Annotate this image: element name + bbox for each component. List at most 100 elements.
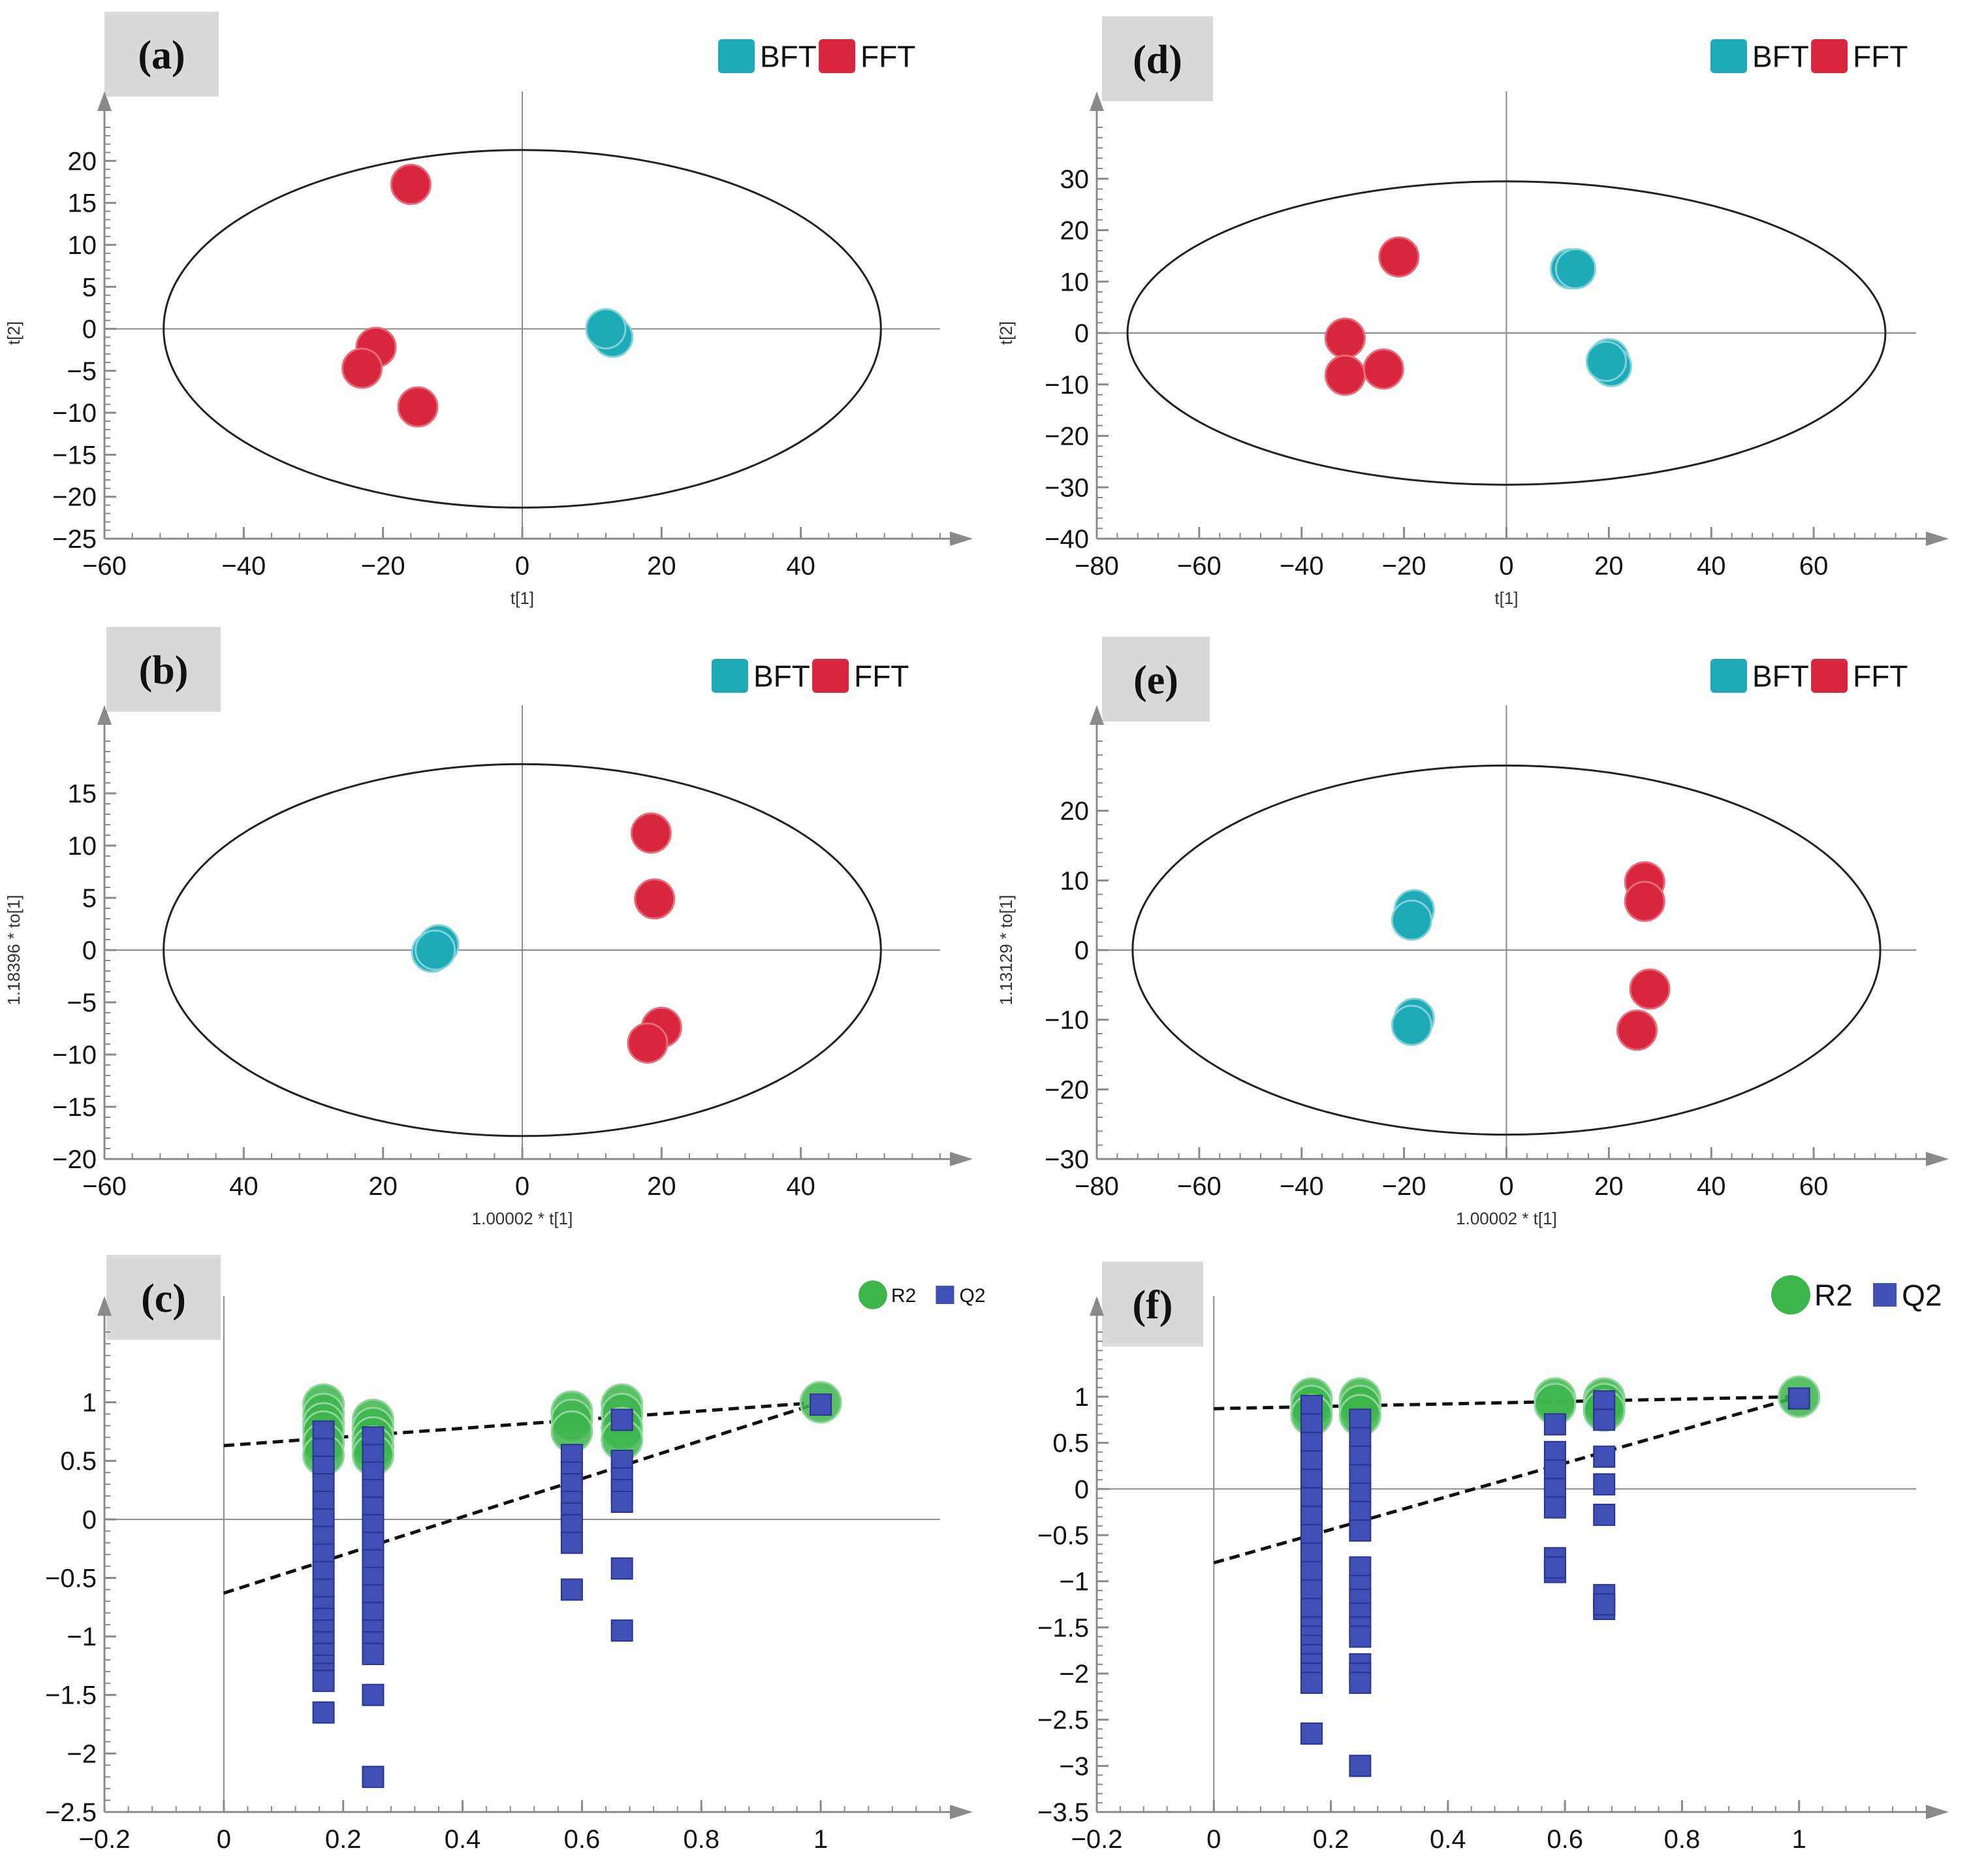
data-point-q2 — [1349, 1427, 1372, 1450]
data-point-q2 — [1300, 1542, 1323, 1565]
data-point-q2 — [1300, 1561, 1323, 1583]
x-tick-label: 0.8 — [1664, 1825, 1701, 1854]
x-tick-label: 20 — [647, 1172, 676, 1201]
x-tick-label: 60 — [1799, 1172, 1829, 1201]
y-tick-label: 0 — [82, 936, 97, 965]
x-axis-title: 1.00002 * t[1] — [472, 1209, 573, 1228]
panel-label: (c) — [141, 1277, 186, 1321]
legend-marker-fft — [1811, 659, 1848, 693]
legend-label-bft: BFT — [1752, 40, 1809, 74]
x-axis-arrow-icon — [1926, 532, 1949, 546]
data-point-q2 — [560, 1578, 583, 1601]
data-point-q2 — [1349, 1482, 1372, 1505]
x-tick-label: −40 — [1280, 1172, 1324, 1201]
data-point-q2 — [1300, 1523, 1323, 1546]
data-point-fft — [341, 347, 383, 389]
data-point-bft — [1554, 248, 1596, 290]
y-tick-label: 20 — [68, 147, 97, 176]
data-point-q2 — [1349, 1556, 1372, 1579]
x-axis-arrow-icon — [950, 1805, 973, 1819]
x-tick-label: 40 — [786, 1172, 815, 1201]
x-tick-label: 0.4 — [1430, 1825, 1466, 1854]
y-tick-label: 0.5 — [60, 1447, 97, 1476]
legend-label-r2: R2 — [1814, 1279, 1853, 1312]
panel-c: (c) −2.5 −2 −1.5 −1 −0.5 0 0.5 1 −0.2 0 0.2 0.4 0.6 0.… — [45, 1255, 986, 1854]
x-tick-label: 0.4 — [445, 1825, 481, 1854]
y-tick-label: −1 — [67, 1623, 97, 1651]
legend-marker-bft — [1710, 39, 1747, 73]
panel-label-box — [1102, 637, 1210, 722]
panel-f: (f) −3.5 −3 −2.5 −2 −1.5 −1 −0.5 0 0.5 1 −0.2 0 0.2 0.… — [1037, 1262, 1949, 1854]
y-tick-label: 15 — [68, 780, 97, 808]
panel-e: (e) −30 −20 −10 0 10 20 −80 −60 −40 −20 0 20 40 60 1.00… — [996, 637, 1949, 1228]
x-tick-label: 0.6 — [1547, 1825, 1583, 1854]
panel-label-box — [1102, 16, 1213, 101]
x-tick-label: −40 — [1280, 552, 1324, 580]
legend: BFT FFT — [718, 39, 915, 74]
data-point-q2 — [1593, 1390, 1616, 1413]
data-point-q2 — [810, 1393, 832, 1416]
data-point-q2 — [1300, 1598, 1323, 1621]
x-tick-label: 20 — [647, 552, 676, 580]
data-point-q2 — [1300, 1469, 1323, 1491]
data-point-q2 — [312, 1701, 335, 1724]
data-point-q2 — [1300, 1487, 1323, 1510]
data-point-q2 — [610, 1408, 633, 1431]
y-tick-label: 0.5 — [1052, 1429, 1089, 1458]
data-point-fft — [630, 812, 672, 854]
y-axis-title: 1.13129 * to[1] — [996, 895, 1016, 1005]
legend-marker-r2 — [858, 1280, 887, 1309]
legend-marker-fft — [812, 659, 849, 693]
y-axis-arrow-icon — [1090, 91, 1104, 111]
y-tick-label: −15 — [52, 1093, 97, 1122]
data-point-q2 — [362, 1766, 385, 1789]
data-point-q2 — [1300, 1505, 1323, 1528]
y-tick-label: −30 — [1045, 1145, 1089, 1174]
data-point-q2 — [610, 1490, 633, 1513]
x-tick-label: 0 — [515, 1172, 529, 1201]
data-point-q2 — [1593, 1408, 1616, 1431]
x-tick-label: −20 — [1382, 1172, 1426, 1201]
legend-label-bft: BFT — [753, 660, 810, 693]
x-axis-title: t[1] — [511, 588, 534, 608]
data-point-bft — [585, 308, 627, 350]
data-point-q2 — [1543, 1440, 1566, 1463]
x-tick-label: 20 — [1594, 552, 1624, 580]
x-tick-label: 0.2 — [325, 1825, 362, 1854]
data-point-q2 — [610, 1557, 633, 1580]
y-axis-arrow-icon — [97, 91, 112, 111]
data-point-q2 — [1300, 1431, 1323, 1454]
data-point-q2 — [1543, 1478, 1566, 1501]
y-tick-label: −10 — [1045, 1006, 1089, 1035]
y-tick-label: 5 — [82, 884, 97, 913]
panel-d: (d) −40 −30 −20 −10 0 10 20 30 −80 −60 −40 −20 0 20 40 6… — [996, 16, 1949, 608]
data-point-q2 — [312, 1670, 335, 1693]
legend-marker-q2 — [1873, 1283, 1897, 1307]
y-tick-label: 5 — [82, 273, 97, 302]
x-axis-arrow-icon — [1926, 1805, 1949, 1819]
data-point-fft — [1624, 880, 1665, 922]
x-axis-title: t[1] — [1494, 588, 1518, 608]
x-tick-label: −20 — [361, 552, 405, 580]
x-tick-label: 20 — [1594, 1172, 1624, 1201]
y-tick-label: 0 — [1075, 936, 1089, 965]
x-tick-label: −60 — [1177, 552, 1221, 580]
data-point-q2 — [1300, 1579, 1323, 1602]
y-tick-label: 30 — [1060, 165, 1090, 194]
x-tick-label: 0.8 — [683, 1825, 719, 1854]
x-axis-arrow-icon — [950, 1152, 973, 1166]
legend: BFT FFT — [712, 659, 909, 693]
data-point-q2 — [1787, 1387, 1810, 1410]
panel-label-box — [106, 627, 221, 712]
data-point-q2 — [1349, 1672, 1372, 1694]
y-tick-label: −25 — [52, 525, 97, 554]
panel-label-box — [104, 12, 219, 97]
confidence-ellipse — [163, 149, 882, 509]
x-tick-label: −80 — [1075, 552, 1119, 580]
y-tick-label: 20 — [1060, 797, 1090, 826]
legend-label-fft: FFT — [1853, 40, 1908, 74]
x-tick-label: −0.2 — [1071, 1825, 1123, 1854]
data-point-bft — [415, 929, 456, 971]
x-tick-label: 40 — [1697, 1172, 1726, 1201]
